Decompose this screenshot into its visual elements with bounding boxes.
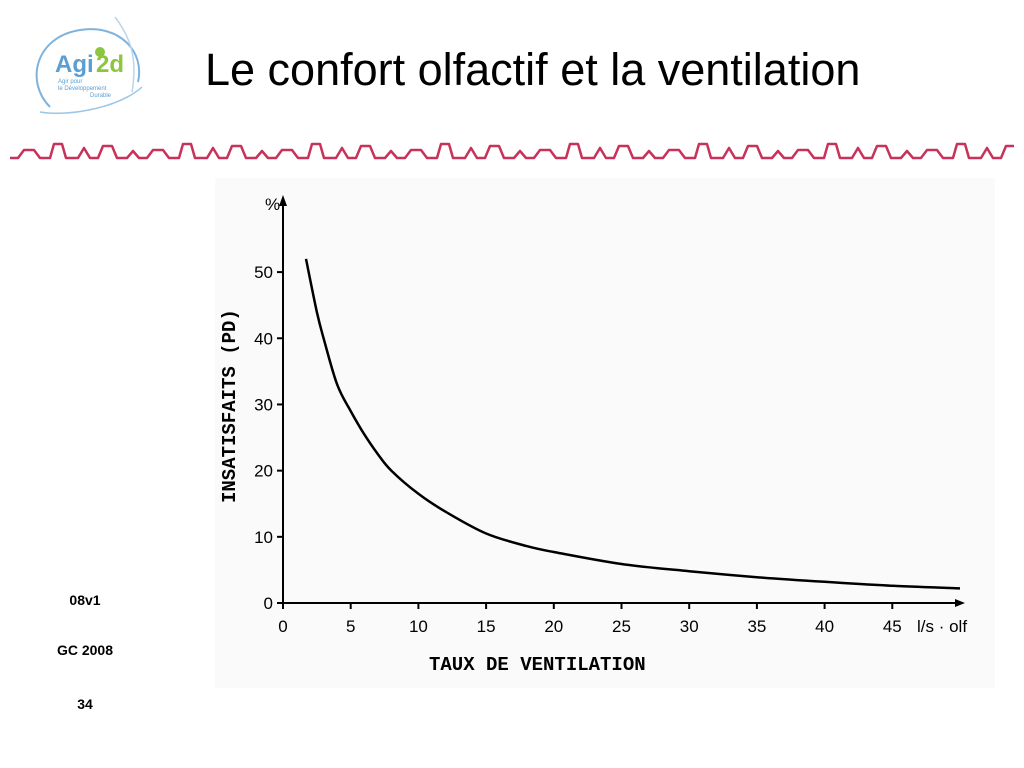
- x-tick-label: 5: [346, 617, 355, 636]
- x-tick-label: 0: [278, 617, 287, 636]
- y-tick-label: 40: [254, 329, 273, 348]
- x-tick-label: 15: [477, 617, 496, 636]
- x-tick-label: 30: [680, 617, 699, 636]
- svg-text:Durable: Durable: [90, 93, 112, 99]
- y-axis-title: INSATISFAITS (PD): [219, 309, 241, 503]
- svg-text:2d: 2d: [96, 51, 124, 78]
- y-tick-label: 20: [254, 462, 273, 481]
- x-axis-arrow: [955, 599, 965, 607]
- author-label: GC 2008: [56, 642, 114, 658]
- y-unit-label: %: [265, 195, 280, 214]
- page-number: 34: [77, 696, 93, 712]
- x-axis-title: TAUX DE VENTILATION: [429, 654, 646, 676]
- ventilation-chart: 0 5 10 15 20 25 30 35 40 45 0 10 20 30 40 50 % l/s · ol…: [205, 178, 995, 688]
- svg-text:Agi: Agi: [55, 51, 94, 78]
- series-line: [304, 258, 961, 590]
- x-tick-label: 45: [883, 617, 902, 636]
- y-tick-label: 10: [254, 528, 273, 547]
- y-tick-label: 50: [254, 263, 273, 282]
- x-tick-label: 20: [544, 617, 563, 636]
- svg-text:Agir pour: Agir pour: [58, 79, 82, 85]
- x-tick-label: 10: [409, 617, 428, 636]
- version-label: 08v1: [69, 592, 101, 608]
- x-tick-label: 40: [815, 617, 834, 636]
- y-tick-label: 0: [264, 594, 273, 613]
- y-axis-arrow: [279, 195, 287, 206]
- slide-title: Le confort olfactif et la ventilation: [205, 44, 861, 95]
- x-tick-label: 35: [747, 617, 766, 636]
- y-tick-label: 30: [254, 395, 273, 414]
- rooftop-banner: [10, 142, 1014, 160]
- x-unit-label: l/s · olf: [917, 617, 967, 636]
- x-tick-label: 25: [612, 617, 631, 636]
- agi2d-logo: Agi 2d Agir pour le Développement Durabl…: [35, 16, 143, 115]
- svg-text:le Développement: le Développement: [58, 86, 107, 92]
- scan-background: [215, 178, 995, 688]
